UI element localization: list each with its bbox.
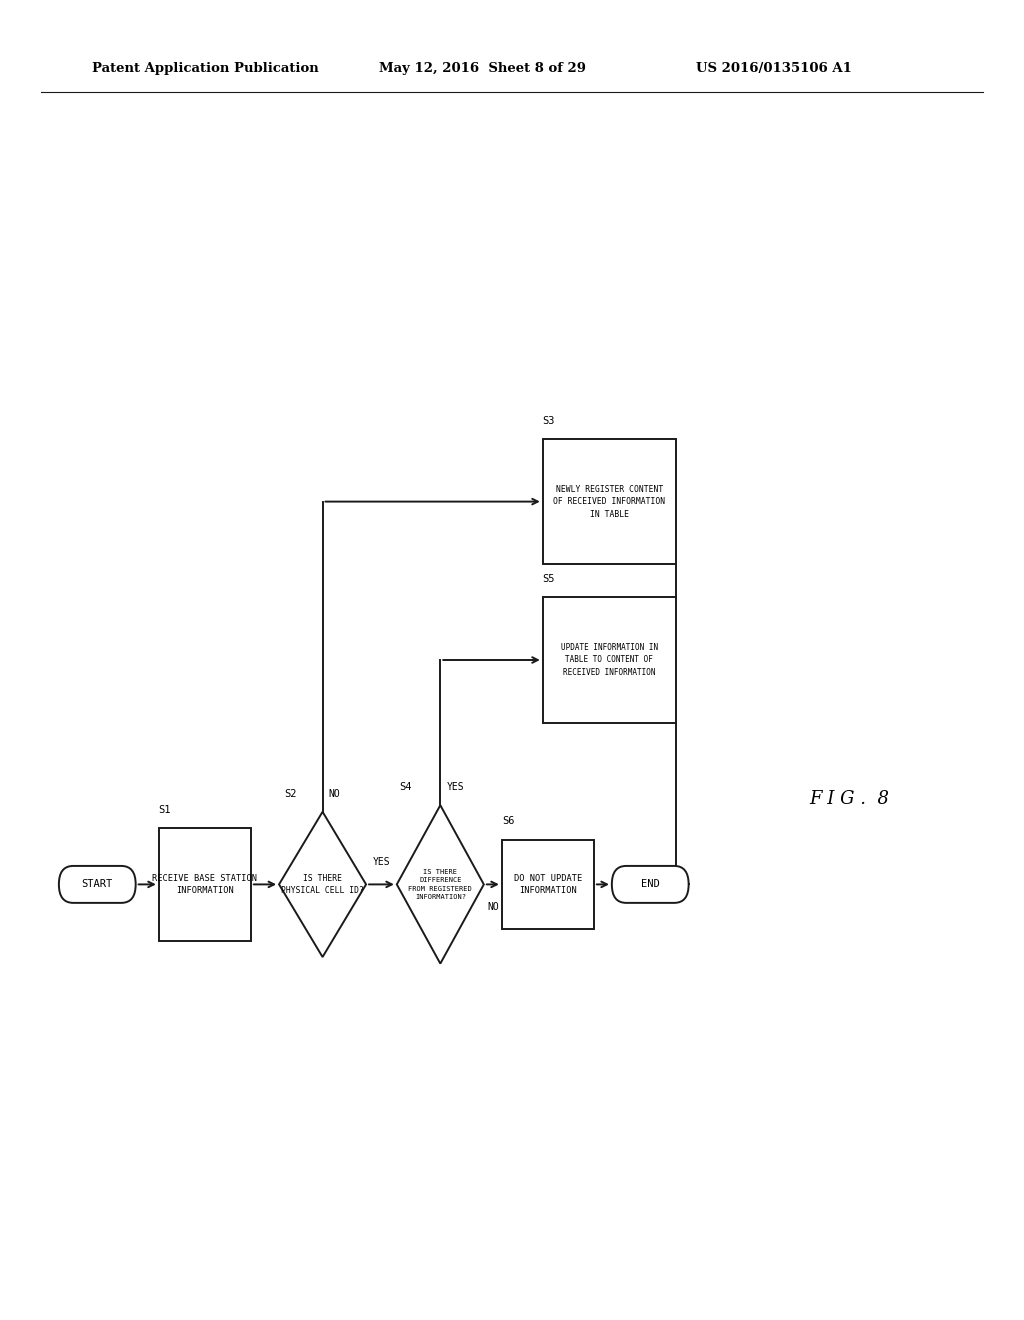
Text: US 2016/0135106 A1: US 2016/0135106 A1 [696,62,852,75]
FancyBboxPatch shape [59,866,135,903]
Text: IS THERE
DIFFERENCE
FROM REGISTERED
INFORMATION?: IS THERE DIFFERENCE FROM REGISTERED INFO… [409,869,472,900]
Text: NO: NO [329,788,340,799]
FancyBboxPatch shape [612,866,688,903]
Text: Patent Application Publication: Patent Application Publication [92,62,318,75]
Text: S3: S3 [543,416,555,425]
Bar [543,438,676,565]
Bar [159,829,251,940]
Polygon shape [279,812,367,957]
Polygon shape [397,805,483,964]
Text: END: END [641,879,659,890]
Bar [543,597,676,722]
Text: NEWLY REGISTER CONTENT
OF RECEIVED INFORMATION
IN TABLE: NEWLY REGISTER CONTENT OF RECEIVED INFOR… [553,484,666,519]
Text: IS THERE
PHYSICAL CELL ID?: IS THERE PHYSICAL CELL ID? [282,874,364,895]
Text: START: START [82,879,113,890]
Text: YES: YES [373,857,390,867]
Text: May 12, 2016  Sheet 8 of 29: May 12, 2016 Sheet 8 of 29 [379,62,586,75]
Text: DO NOT UPDATE
INFORMATION: DO NOT UPDATE INFORMATION [514,874,582,895]
Text: S4: S4 [399,781,412,792]
Bar [502,840,594,929]
Text: S1: S1 [159,805,171,814]
Text: UPDATE INFORMATION IN
TABLE TO CONTENT OF
RECEIVED INFORMATION: UPDATE INFORMATION IN TABLE TO CONTENT O… [561,643,657,677]
Text: NO: NO [487,902,499,912]
Text: YES: YES [446,781,464,792]
Text: S2: S2 [285,788,297,799]
Text: RECEIVE BASE STATION
INFORMATION: RECEIVE BASE STATION INFORMATION [153,874,257,895]
Text: S5: S5 [543,574,555,583]
Text: F I G .  8: F I G . 8 [809,789,889,808]
Text: S6: S6 [502,816,514,826]
